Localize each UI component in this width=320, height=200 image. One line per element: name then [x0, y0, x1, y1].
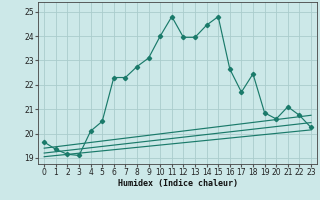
X-axis label: Humidex (Indice chaleur): Humidex (Indice chaleur)	[118, 179, 238, 188]
